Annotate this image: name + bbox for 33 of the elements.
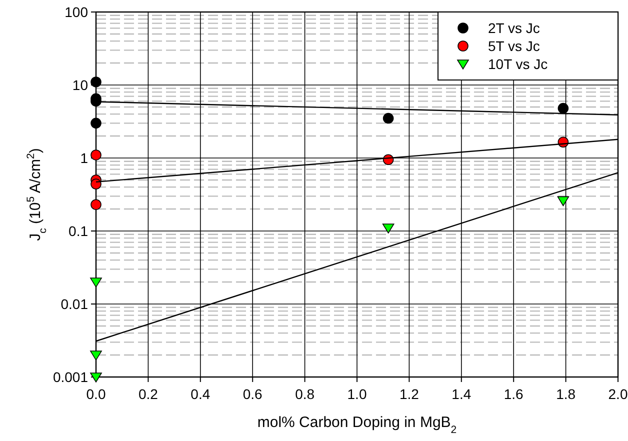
point <box>382 112 394 124</box>
point <box>558 102 569 114</box>
point <box>90 350 102 360</box>
x-tick-label: 0.0 <box>86 386 106 402</box>
point <box>90 372 102 382</box>
x-axis-title: mol% Carbon Doping in MgB$_{2}$ <box>257 414 457 436</box>
point <box>90 150 102 160</box>
legend-label: 5T vs Jc <box>488 38 540 54</box>
point <box>90 278 102 288</box>
x-tick-label: 0.4 <box>190 386 210 402</box>
y-tick-label: 0.01 <box>60 296 88 312</box>
x-tick-label: 1.6 <box>504 386 524 402</box>
x-tick-label: 0.6 <box>242 386 263 402</box>
point <box>382 224 394 234</box>
x-tick-label: 1.2 <box>399 386 420 402</box>
y-tick-label: 100 <box>64 4 88 20</box>
point <box>90 76 102 88</box>
point <box>90 199 102 210</box>
point <box>90 178 102 190</box>
legend-label: 2T vs Jc <box>488 20 540 36</box>
x-tick-label: 0.8 <box>295 386 315 402</box>
y-tick-label: 0.1 <box>68 222 88 239</box>
x-tick-label: 1.4 <box>452 386 472 402</box>
x-tick-label: 2.0 <box>608 386 628 402</box>
legend-label: 10T vs Jc <box>488 56 548 72</box>
point <box>90 118 102 129</box>
y-tick-label: 10 <box>72 76 88 93</box>
x-tick-label: 1.0 <box>347 386 367 402</box>
y-tick-label: 0.001 <box>52 368 88 385</box>
x-tick-label: 1.8 <box>556 386 576 402</box>
x-tick-label: 0.2 <box>138 386 158 402</box>
y-tick-label: 1 <box>80 150 88 166</box>
point <box>557 196 570 206</box>
